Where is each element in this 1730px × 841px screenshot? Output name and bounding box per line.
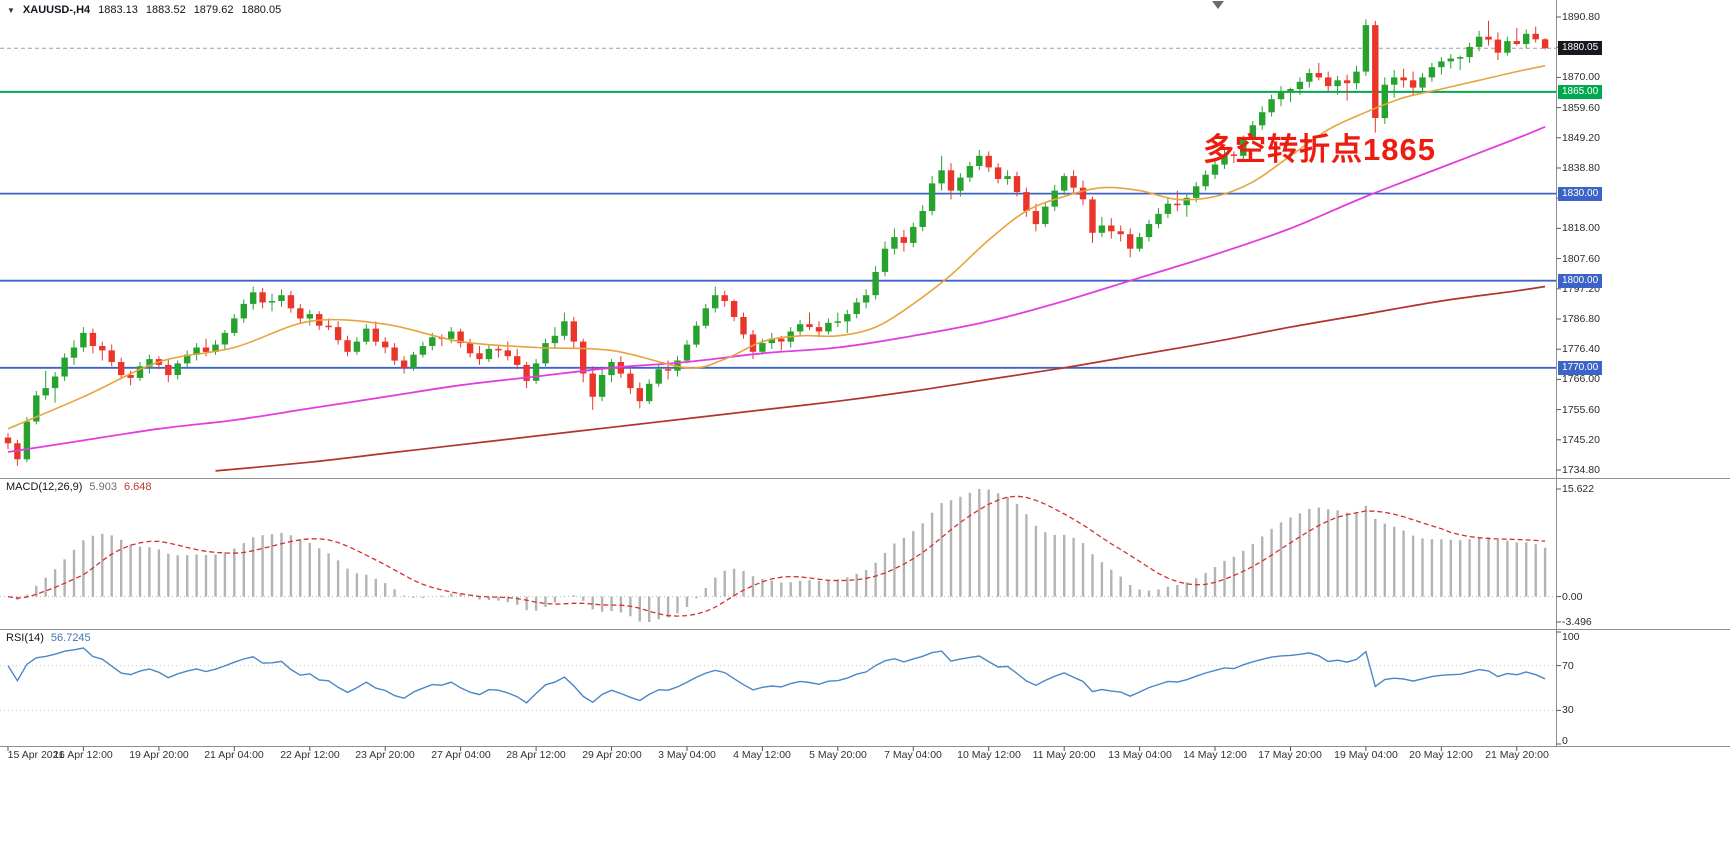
price-axis-label: 1807.60 [1562,253,1600,265]
macd-axis-max: 15.622 [1562,483,1595,495]
price-axis-label: 1755.60 [1562,404,1600,416]
price-axis-label: 1766.00 [1562,373,1600,385]
price-axis-label: 1838.80 [1562,162,1600,174]
time-axis-label: 3 May 04:00 [658,749,716,761]
rsi-axis-label: 30 [1562,704,1574,716]
rsi-panel-title: RSI(14) 56.7245 [6,632,91,644]
price-axis-label: 1776.40 [1562,343,1600,355]
current-price-box: 1880.05 [1558,41,1603,55]
price-axis-label: 1818.00 [1562,222,1600,234]
macd-panel-title: MACD(12,26,9) 5.903 6.648 [6,481,151,493]
price-level-box: 1770.00 [1558,361,1603,375]
ma-fast-orange [7,65,1546,430]
symbol-marker-icon: ▼ [7,5,15,15]
price-level-box: 1830.00 [1558,187,1603,201]
price-axis-label: 1859.60 [1562,102,1600,114]
ohlc-open: 1883.13 [98,4,138,16]
time-axis-label: 20 May 12:00 [1409,749,1473,761]
time-axis-label: 21 May 20:00 [1485,749,1549,761]
price-axis-label: 1849.20 [1562,132,1600,144]
time-axis-label: 19 May 04:00 [1334,749,1398,761]
time-axis-label: 17 May 20:00 [1258,749,1322,761]
ma-slow-darkred [215,285,1546,472]
price-level-box: 1865.00 [1558,85,1603,99]
ohlc-close: 1880.05 [241,4,282,16]
rsi-label: RSI(14) [6,632,44,644]
time-axis-label: 21 Apr 04:00 [204,749,264,761]
rsi-axis-label: 70 [1562,660,1574,672]
rsi-value: 56.7245 [50,632,91,644]
symbol-timeframe-label: XAUUSD-,H4 [22,4,91,16]
time-axis-label: 28 Apr 12:00 [506,749,566,761]
chart-title: ▼ XAUUSD-,H4 1883.13 1883.52 1879.62 188… [7,4,281,16]
ohlc-low: 1879.62 [193,4,234,16]
time-axis-label: 16 Apr 12:00 [53,749,113,761]
price-axis-label: 1786.80 [1562,313,1600,325]
chart-shift-marker-icon[interactable] [1212,1,1224,9]
annotation-text[interactable]: 多空转折点1865 [1203,132,1436,167]
macd-value-main: 5.903 [89,481,117,493]
time-axis-label: 29 Apr 20:00 [582,749,642,761]
price-axis-label: 1870.00 [1562,71,1600,83]
ma-mid-magenta [7,125,1546,453]
time-axis-label: 13 May 04:00 [1108,749,1172,761]
time-axis-label: 23 Apr 20:00 [355,749,415,761]
macd-axis-min: -3.496 [1562,616,1592,628]
macd-axis-zero: 0.00 [1562,591,1583,603]
time-axis-label: 4 May 12:00 [733,749,791,761]
time-axis-label: 15 Apr 2021 [7,749,65,761]
time-axis-label: 10 May 12:00 [957,749,1021,761]
macd-label: MACD(12,26,9) [6,481,83,493]
time-axis-label: 19 Apr 20:00 [129,749,189,761]
price-axis-label: 1734.80 [1562,464,1600,476]
rsi-axis-label: 0 [1562,735,1568,747]
macd-value-signal: 6.648 [123,481,152,493]
price-level-box: 1800.00 [1558,274,1603,288]
time-axis-label: 5 May 20:00 [809,749,867,761]
time-axis-label: 14 May 12:00 [1183,749,1247,761]
time-axis-label: 11 May 20:00 [1032,749,1096,761]
rsi-axis-label: 100 [1562,631,1580,643]
time-axis-label: 27 Apr 04:00 [431,749,491,761]
ohlc-high: 1883.52 [145,4,186,16]
price-axis-label: 1890.80 [1562,11,1600,23]
time-axis-label: 22 Apr 12:00 [280,749,340,761]
price-axis-label: 1745.20 [1562,434,1600,446]
time-axis-label: 7 May 04:00 [884,749,942,761]
